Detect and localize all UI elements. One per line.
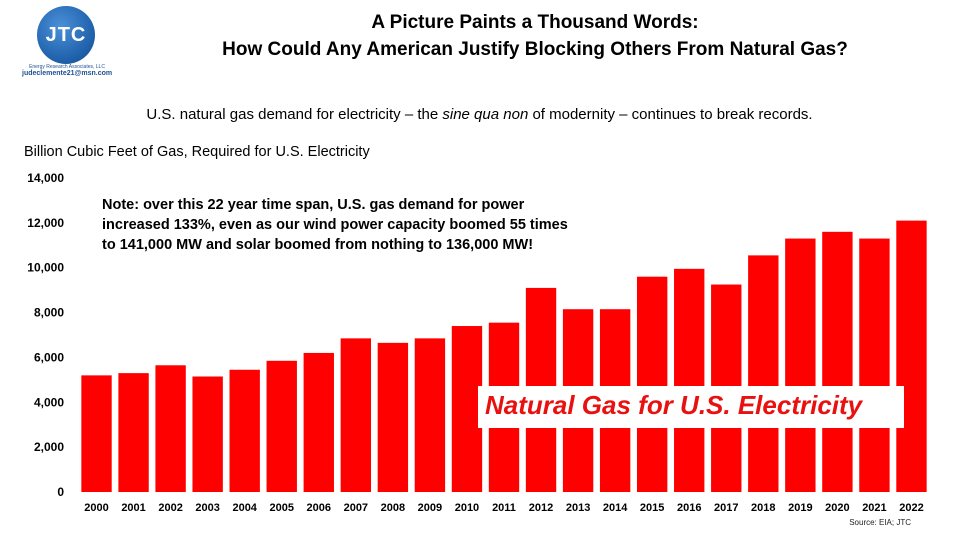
bar-2015 [636,276,668,492]
note-line-2: increased 133%, even as our wind power c… [102,217,568,233]
x-tick-label: 2019 [788,502,812,514]
logo-email: judeclemente21@msn.com [22,70,113,77]
bar-2006 [303,352,334,492]
x-tick-label: 2004 [232,502,257,514]
x-tick-label: 2016 [677,502,701,514]
x-tick-label: 2002 [158,502,182,514]
y-tick-label: 14,000 [27,171,64,185]
x-tick-label: 2003 [195,502,219,514]
bar-2009 [414,338,446,492]
series-label-box [478,386,904,428]
bar-2000 [81,375,112,492]
x-tick-label: 2021 [862,502,886,514]
y-tick-label: 0 [57,485,64,499]
x-tick-label: 2013 [566,502,590,514]
y-tick-label: 8,000 [34,306,64,320]
x-tick-label: 2015 [640,502,664,514]
x-tick-label: 2000 [84,502,108,514]
note-line-1: Note: over this 22 year time span, U.S. … [102,197,525,213]
x-tick-label: 2001 [121,502,145,514]
x-tick-label: 2020 [825,502,849,514]
x-tick-label: 2009 [418,502,442,514]
y-tick-label: 10,000 [27,261,64,275]
bar-2020 [822,231,853,493]
page-title-line2: How Could Any American Justify Blocking … [222,39,848,60]
bar-2002 [155,365,186,492]
bar-2005 [266,360,297,492]
subtitle-before: U.S. natural gas demand for electricity … [146,106,443,123]
y-tick-label: 2,000 [34,440,64,454]
x-tick-label: 2007 [344,502,368,514]
note-text: Note: over this 22 year time span, U.S. … [102,195,722,255]
source-note: Source: EIA; JTC [849,518,911,527]
x-tick-label: 2017 [714,502,738,514]
bar-2004 [229,369,260,492]
bar-2008 [377,342,409,492]
x-tick-label: 2022 [899,502,923,514]
bar-2021 [859,238,890,492]
bar-2010 [451,326,483,492]
note-line-3: to 141,000 MW and solar boomed from noth… [102,237,534,253]
bar-2016 [674,268,705,492]
page-title-line1: A Picture Paints a Thousand Words: [371,12,699,33]
x-tick-label: 2011 [492,502,516,514]
series-label: Natural Gas for U.S. Electricity [485,390,863,420]
y-tick-label: 6,000 [34,350,64,364]
y-tick-label: 4,000 [34,395,64,409]
bar-2018 [748,255,779,492]
y-axis-label: Billion Cubic Feet of Gas, Required for … [24,144,370,160]
x-tick-label: 2010 [455,502,479,514]
x-tick-label: 2006 [307,502,331,514]
logo-text: JTC [45,23,87,46]
subtitle-after: of modernity – continues to break record… [528,106,813,123]
x-tick-label: 2018 [751,502,775,514]
y-tick-label: 12,000 [27,216,64,230]
logo-company: Energy Research Associates, LLC [29,64,105,70]
x-tick-label: 2008 [381,502,405,514]
bar-2022 [896,220,927,492]
logo-globe: JTC [37,6,95,64]
subtitle: U.S. natural gas demand for electricity … [0,106,959,123]
x-tick-label: 2012 [529,502,553,514]
x-tick-label: 2005 [269,502,293,514]
bar-2019 [785,238,816,492]
subtitle-italic: sine qua non [442,106,529,123]
bar-2001 [118,373,149,492]
bar-2007 [340,338,372,492]
bar-2003 [192,376,223,492]
jtc-logo: JTC Energy Research Associates, LLC jude… [22,6,112,78]
x-tick-label: 2014 [603,502,628,514]
